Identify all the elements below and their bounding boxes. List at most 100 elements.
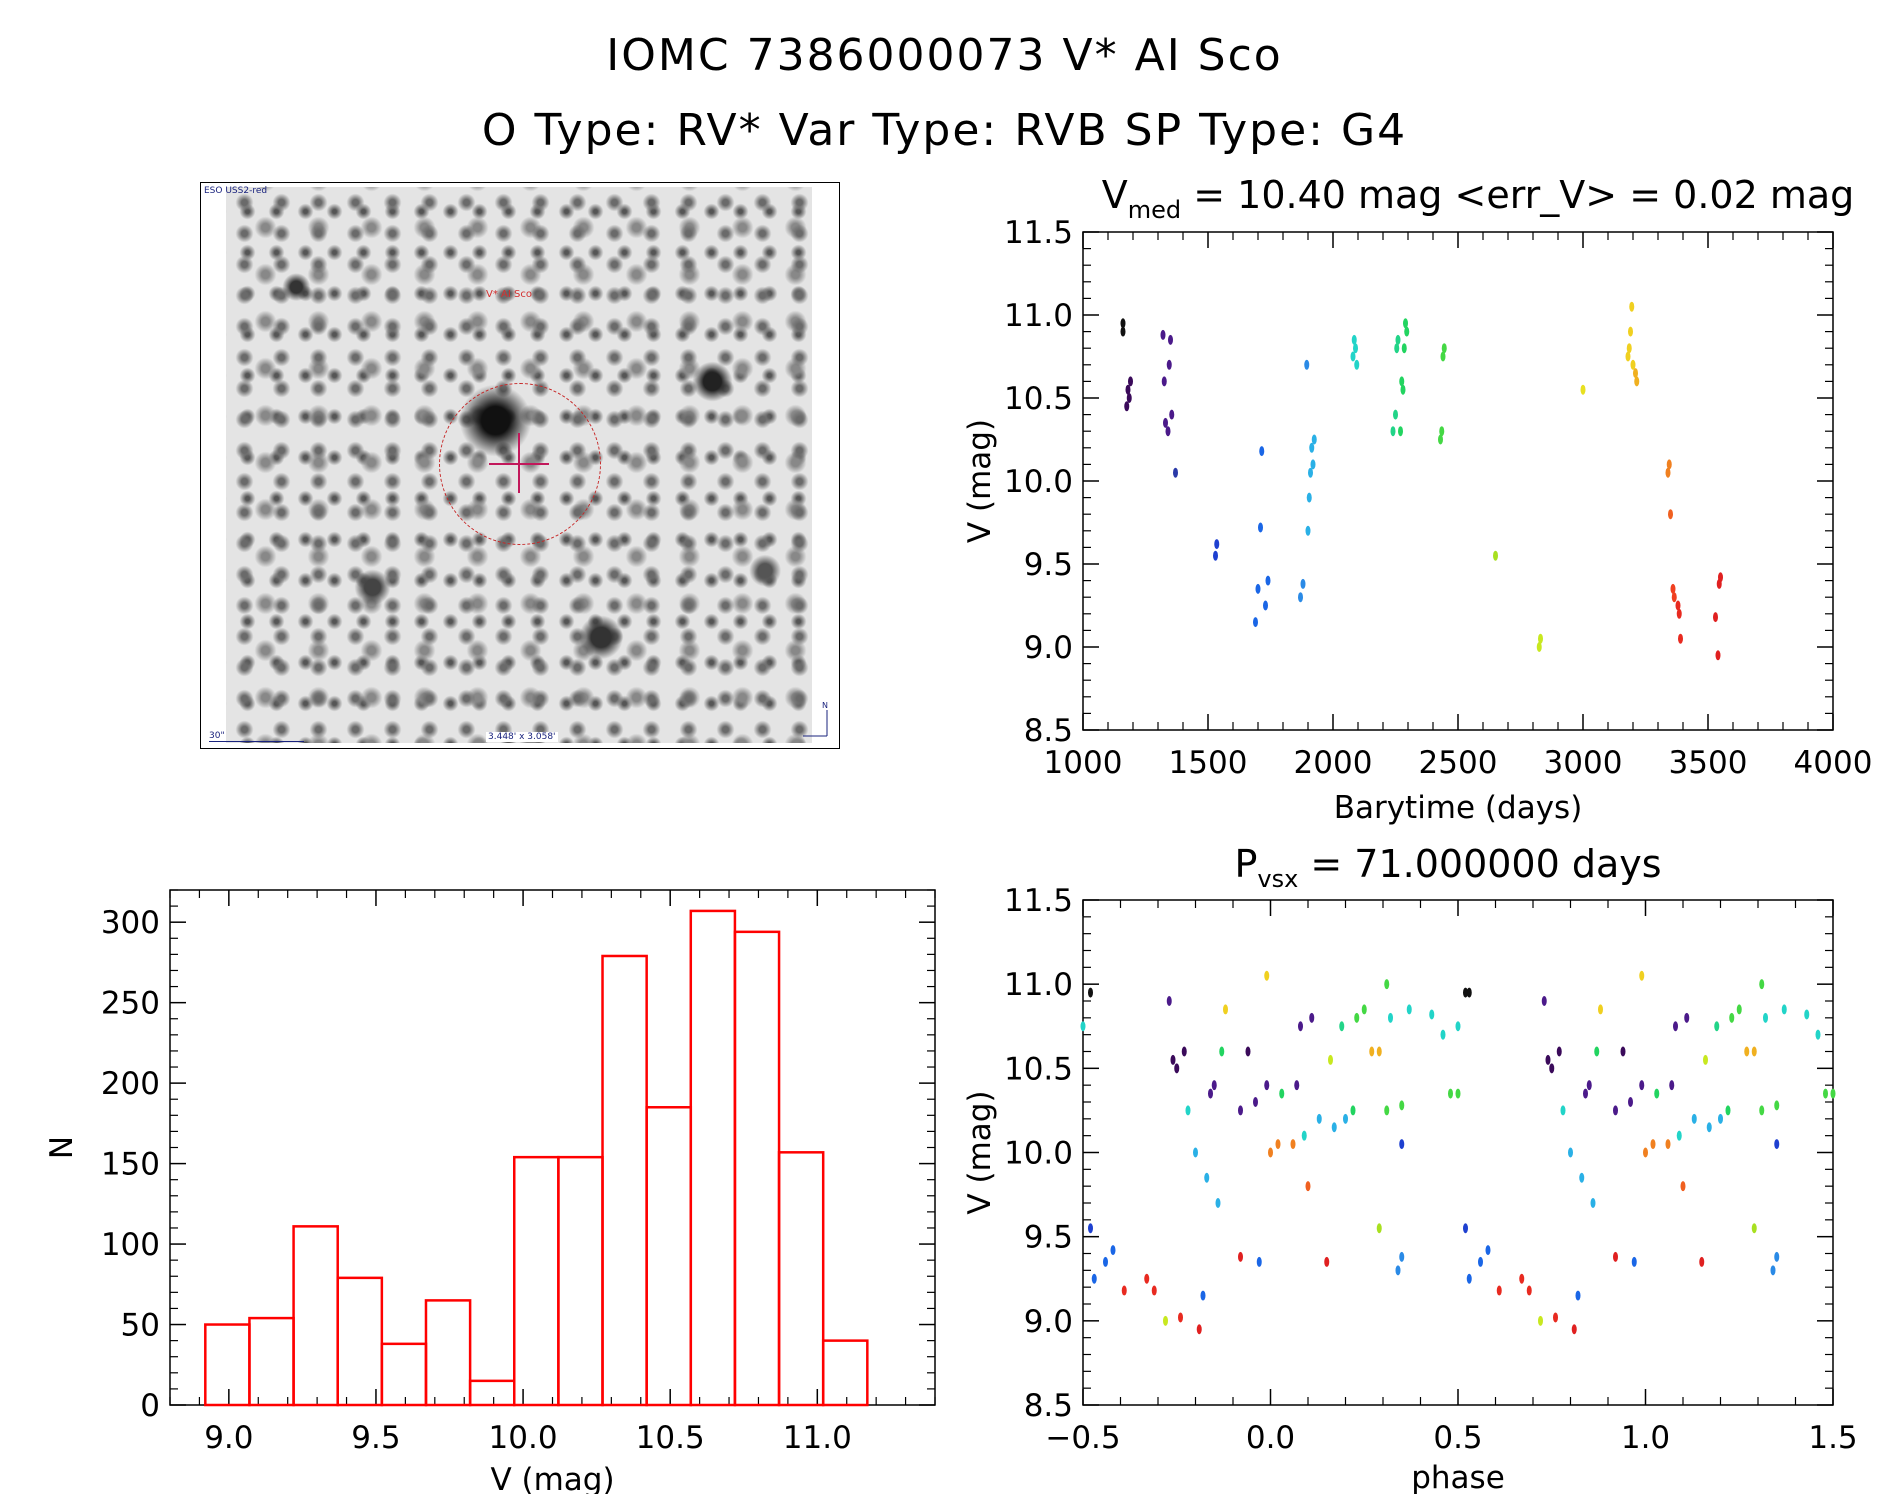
lightcurve-point [1404,326,1410,337]
histogram-xlabel: V (mag) [490,1462,614,1494]
lightcurve-point [1493,550,1498,561]
phased-point [1586,1080,1592,1091]
histogram-xtick-label: 9.5 [351,1420,400,1456]
phased-point [1448,1088,1453,1099]
phased-point [1781,1004,1787,1015]
phased-point [1238,1105,1243,1116]
phased-point [1208,1088,1213,1099]
phased-point [1196,1324,1202,1335]
histogram-ytick-label: 100 [101,1227,160,1263]
lightcurve-point [1298,592,1303,603]
histogram-ytick-label: 50 [121,1308,160,1344]
phased-point [1298,1021,1303,1032]
lightcurve-point [1265,575,1271,586]
lightcurve-point [1263,600,1268,611]
lightcurve-point [1713,612,1718,623]
phased-point [1238,1251,1243,1262]
phased-point [1560,1105,1566,1116]
phased-point [1406,1004,1412,1015]
phased-point [1339,1021,1345,1032]
phased-point [1253,1097,1258,1107]
phased-point [1110,1245,1116,1256]
phased-point [1613,1105,1618,1116]
phased-point [1830,1088,1836,1099]
lightcurve-point [1668,509,1673,520]
phased-point [1703,1054,1708,1065]
histogram-frame [169,889,936,1406]
phased-point [1823,1088,1828,1099]
object-label: V* AI Sco [486,289,532,300]
lightcurve-point [1306,492,1312,503]
lightcurve-point [1393,409,1398,420]
phased-point [1091,1273,1097,1284]
lightcurve-point [1160,329,1166,340]
phased-point [1163,1315,1168,1326]
phased-point [1354,1012,1360,1023]
lightcurve-point [1676,608,1682,619]
phased-point [1613,1251,1618,1262]
phased-point [1305,1181,1311,1192]
histogram-bar [821,1339,869,1407]
lightcurve-xtick-label: 1500 [1169,745,1248,781]
histogram-bar [557,1155,604,1407]
phased-point [1496,1285,1502,1296]
histogram-bar [645,1106,693,1407]
phased-point [1691,1113,1697,1124]
phased-point [1575,1290,1581,1301]
lightcurve-point [1440,351,1446,362]
phased-point [1290,1139,1296,1150]
phased-ytick-label: 9.0 [1024,1304,1073,1340]
lightcurve-ytick-label: 9.5 [1024,547,1073,583]
phased-point [1478,1256,1483,1267]
lightcurve-xtick-label: 2500 [1419,745,1498,781]
histogram-xtick-label: 11.0 [783,1420,852,1456]
phased-point [1466,987,1472,998]
phased-point [1650,1139,1656,1150]
phased-point [1121,1285,1127,1296]
histogram-bar [292,1225,339,1407]
lightcurve-point [1718,572,1723,583]
lightcurve-xtick-label: 1000 [1044,745,1123,781]
phased-point [1519,1273,1525,1284]
histogram-bar [468,1379,516,1407]
histogram-ytick-label: 0 [140,1388,160,1424]
lightcurve-point [1395,334,1401,345]
phased-ytick-label: 8.5 [1024,1388,1073,1424]
lightcurve-point [1628,326,1633,337]
crosshair-vertical [518,433,520,493]
lightcurve-point [1634,376,1640,387]
phased-point [1639,1080,1645,1091]
phased-point [1170,1054,1176,1065]
phased-point [1193,1147,1198,1158]
histogram-bar [380,1342,428,1407]
phased-point [1264,1080,1270,1091]
phased-point [1388,1012,1393,1023]
phased-point [1178,1312,1183,1323]
phased-point [1361,1004,1367,1015]
phased-point [1369,1046,1375,1057]
phased-point [1736,1004,1742,1015]
lightcurve-point [1120,318,1126,329]
lightcurve-point [1630,359,1636,370]
lightcurve-xtick-label: 4000 [1794,745,1873,781]
phased-point [1185,1105,1191,1116]
phased-point [1594,1046,1600,1057]
histogram-ylabel: N [44,1136,80,1159]
phased-point [1774,1139,1780,1150]
phased-point [1264,970,1270,981]
phased-point [1804,1009,1810,1020]
phased-ytick-label: 10.0 [1004,1136,1073,1172]
phased-point [1144,1273,1150,1284]
phased-point [1376,1223,1382,1234]
histogram-ytick-label: 200 [101,1066,160,1102]
lightcurve-point [1169,409,1175,420]
phased-point [1673,1021,1678,1032]
phased-point [1384,1105,1390,1116]
lightcurve-point [1665,467,1671,478]
phased-point [1815,1029,1821,1040]
histogram-bar [601,954,648,1407]
histogram-bar [513,1155,560,1407]
phased-ytick-label: 9.5 [1024,1220,1073,1256]
histogram-bar [204,1323,251,1407]
phased-point [1571,1324,1577,1335]
